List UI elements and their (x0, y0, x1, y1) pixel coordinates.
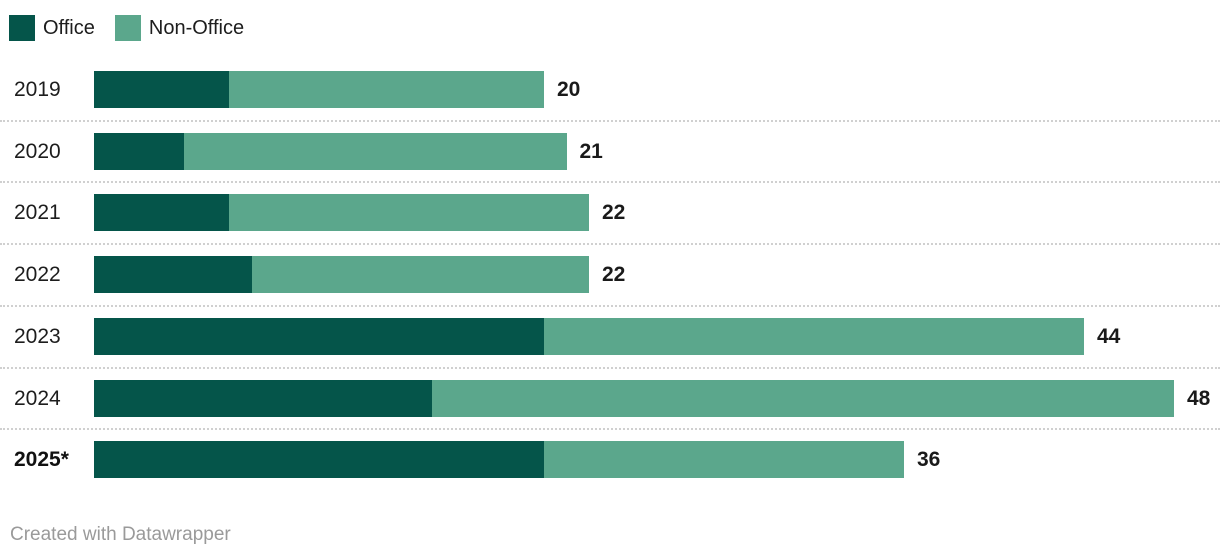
chart-row: 2024 48 (0, 379, 1220, 417)
legend-item-office: Office (9, 15, 95, 41)
row-separator (0, 119, 1220, 122)
stacked-bar[interactable] (94, 317, 1084, 355)
total-value-label: 36 (917, 448, 941, 472)
bar-segment-non-office[interactable] (184, 132, 567, 170)
row-separator (0, 428, 1220, 431)
total-value-label: 44 (1097, 324, 1121, 348)
stacked-bar[interactable] (94, 379, 1174, 417)
category-label: 2025* (14, 448, 69, 472)
chart-row: 2023 44 (0, 317, 1220, 355)
bar-segment-office[interactable] (94, 379, 432, 417)
chart-row: 2025* 36 (0, 441, 1220, 479)
total-value-label: 22 (602, 201, 626, 225)
chart-row: 2019 20 (0, 71, 1220, 108)
category-label: 2022 (14, 263, 61, 287)
legend-label-non-office: Non-Office (148, 17, 245, 39)
total-value-label: 22 (602, 263, 626, 287)
chart-row: 2020 21 (0, 132, 1220, 170)
legend: Office Non-Office (9, 15, 244, 41)
row-separator (0, 243, 1220, 246)
category-label: 2020 (14, 139, 61, 163)
bar-segment-non-office[interactable] (229, 194, 589, 232)
category-label: 2023 (14, 324, 61, 348)
category-label: 2019 (14, 78, 61, 101)
stacked-bar[interactable] (94, 441, 904, 479)
non-office-color-swatch (114, 15, 141, 41)
category-label: 2021 (14, 201, 61, 225)
datawrapper-credit: Created with Datawrapper (10, 524, 231, 545)
category-label: 2024 (14, 386, 61, 410)
total-value-label: 20 (557, 78, 581, 101)
bar-segment-office[interactable] (94, 132, 184, 170)
bar-segment-non-office[interactable] (229, 71, 544, 108)
bar-segment-office[interactable] (94, 317, 544, 355)
bar-segment-office[interactable] (94, 256, 252, 294)
bar-segment-office[interactable] (94, 441, 544, 479)
stacked-bar[interactable] (94, 132, 567, 170)
stacked-bar[interactable] (94, 71, 544, 108)
office-color-swatch (9, 15, 35, 41)
legend-item-non-office: Non-Office (114, 15, 245, 41)
row-separator (0, 181, 1220, 184)
stacked-bar[interactable] (94, 256, 589, 294)
total-value-label: 21 (579, 139, 603, 163)
bar-segment-non-office[interactable] (431, 379, 1174, 417)
bar-segment-non-office[interactable] (544, 441, 904, 479)
bar-segment-office[interactable] (94, 194, 229, 232)
chart-row: 2021 22 (0, 194, 1220, 232)
bar-segment-non-office[interactable] (251, 256, 589, 294)
legend-label-office: Office (43, 17, 95, 39)
bar-segment-non-office[interactable] (544, 317, 1084, 355)
bar-segment-office[interactable] (94, 71, 229, 108)
chart-row: 2022 22 (0, 256, 1220, 294)
row-separator (0, 304, 1220, 307)
stacked-bar[interactable] (94, 194, 589, 232)
total-value-label: 48 (1187, 386, 1211, 410)
row-separator (0, 366, 1220, 369)
